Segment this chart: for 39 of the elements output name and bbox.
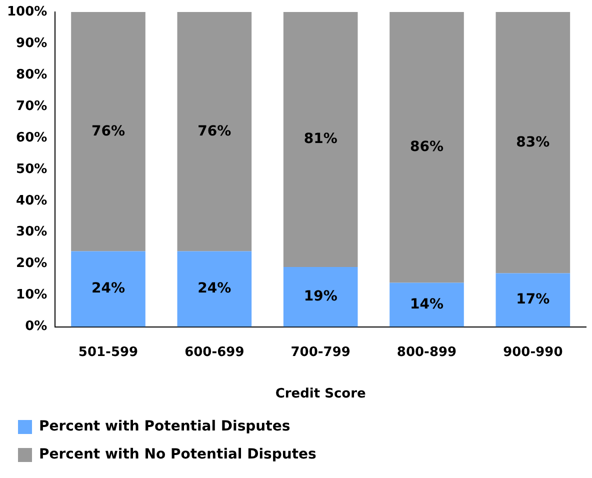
x-tick-label: 700-799	[290, 344, 350, 360]
data-label: 24%	[198, 280, 232, 297]
legend-label: Percent with Potential Disputes	[39, 418, 290, 435]
x-tick-label: 800-899	[396, 344, 457, 360]
y-tick-label: 30%	[16, 224, 48, 240]
y-tick-label: 50%	[16, 162, 48, 177]
y-tick-label: 10%	[16, 288, 48, 303]
bar	[71, 12, 146, 252]
data-label: 86%	[410, 139, 444, 156]
bar	[283, 266, 358, 327]
y-tick-label: 80%	[16, 67, 48, 82]
y-tick-label: 70%	[16, 98, 48, 114]
x-tick-label: 501-599	[78, 344, 138, 360]
data-label: 14%	[410, 296, 444, 312]
x-tick-label: 600-699	[184, 344, 244, 360]
y-tick-label: 0%	[25, 319, 48, 334]
x-tick-label: 900-990	[503, 344, 563, 360]
y-tick-label: 20%	[16, 256, 48, 272]
data-label: 24%	[91, 280, 126, 297]
bar	[496, 273, 570, 327]
legend-label: Percent with No Potential Disputes	[39, 446, 316, 463]
bar	[390, 282, 464, 327]
bar	[283, 12, 358, 267]
data-label: 76%	[198, 123, 232, 140]
bar	[390, 12, 464, 283]
bar	[496, 12, 570, 274]
bar	[177, 12, 252, 252]
data-label: 76%	[91, 123, 126, 140]
y-tick-label: 90%	[16, 36, 48, 51]
y-tick-label: 100%	[6, 4, 48, 20]
x-axis-title: Credit Score	[275, 386, 366, 402]
bar	[177, 251, 252, 327]
data-label: 81%	[304, 131, 338, 148]
data-label: 83%	[516, 134, 550, 150]
data-label: 17%	[516, 292, 550, 308]
y-tick-label: 60%	[16, 130, 48, 146]
y-tick-label: 40%	[16, 193, 48, 208]
bar	[71, 251, 146, 327]
data-label: 19%	[304, 288, 338, 305]
